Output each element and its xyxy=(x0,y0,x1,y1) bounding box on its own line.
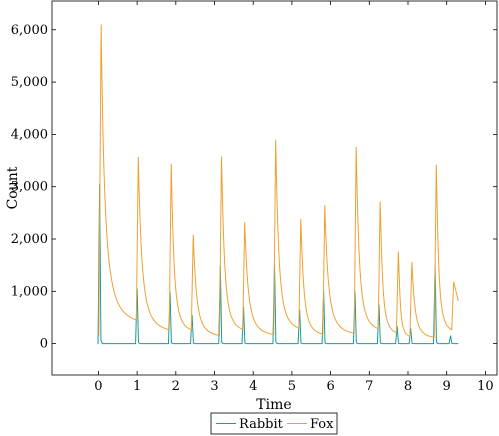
y-tick-label: 3,000 xyxy=(11,180,48,195)
series-line-rabbit xyxy=(97,184,459,345)
y-tick-label: 6,000 xyxy=(11,23,48,38)
plot-frame xyxy=(51,0,498,376)
x-tick-label: 9 xyxy=(443,379,451,394)
x-tick-label: 10 xyxy=(477,379,494,394)
x-tick-label: 2 xyxy=(172,379,180,394)
x-tick-label: 3 xyxy=(210,379,218,394)
legend-label-rabbit: Rabbit xyxy=(239,417,284,432)
x-tick-label: 0 xyxy=(94,379,102,394)
y-tick-label: 1,000 xyxy=(11,284,48,299)
legend-box xyxy=(210,412,338,435)
y-tick-label: 2,000 xyxy=(11,232,48,247)
x-tick-label: 1 xyxy=(133,379,141,394)
x-tick-label: 7 xyxy=(365,379,373,394)
y-axis-title: Count xyxy=(5,166,21,209)
y-tick-label: 5,000 xyxy=(11,75,48,90)
legend-label-fox: Fox xyxy=(310,417,334,432)
x-tick-label: 6 xyxy=(326,379,334,394)
x-tick-label: 8 xyxy=(404,379,412,394)
y-tick-label: 0 xyxy=(40,337,48,352)
x-ticks: 0 1 2 3 4 5 6 7 8 9 10 xyxy=(94,1,494,394)
y-ticks: 0 1,000 2,000 3,000 4,000 5,000 6,000 xyxy=(11,23,497,352)
x-tick-label: 4 xyxy=(249,379,257,394)
x-axis-title: Time xyxy=(256,397,291,413)
legend: Rabbit Fox xyxy=(210,412,338,435)
series-line-fox xyxy=(98,24,459,338)
series-lines xyxy=(97,24,459,345)
y-tick-label: 4,000 xyxy=(11,127,48,142)
x-tick-label: 5 xyxy=(288,379,296,394)
